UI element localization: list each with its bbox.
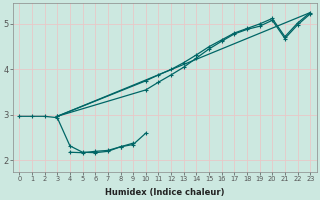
X-axis label: Humidex (Indice chaleur): Humidex (Indice chaleur) [105, 188, 225, 197]
